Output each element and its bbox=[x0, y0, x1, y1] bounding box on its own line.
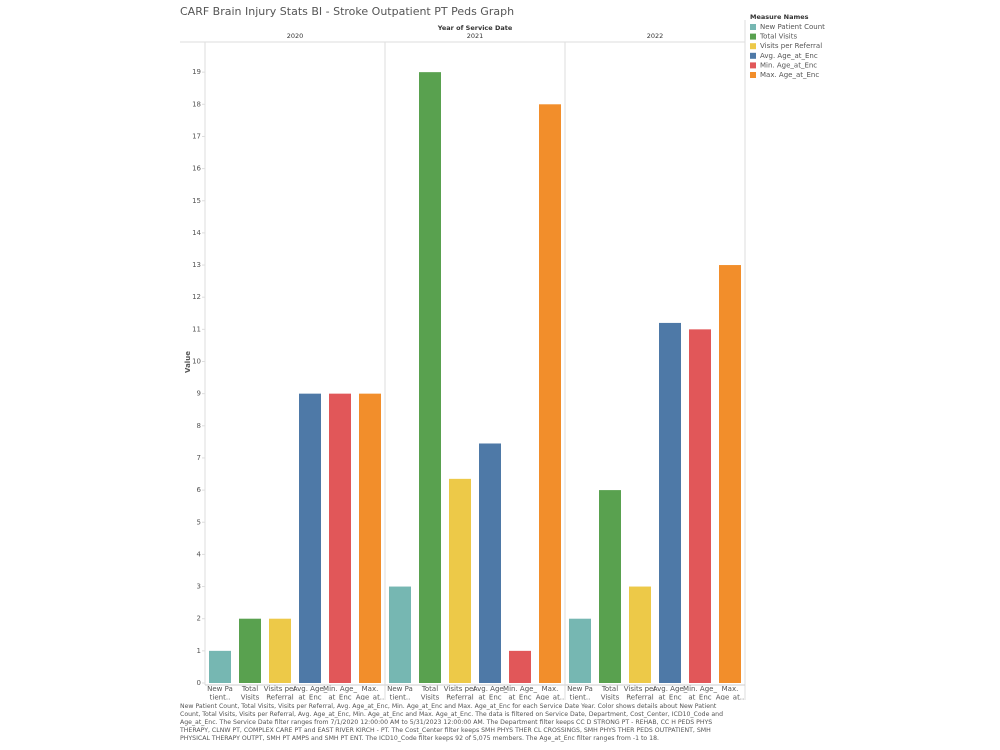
x-tick-label: Max. bbox=[722, 685, 739, 693]
column-label: 2020 bbox=[287, 32, 304, 40]
bar bbox=[659, 322, 681, 683]
bar bbox=[419, 72, 441, 683]
bar bbox=[389, 586, 411, 683]
x-tick-label: at_Enc bbox=[688, 694, 711, 701]
legend-label: New Patient Count bbox=[760, 23, 825, 31]
legend-title: Measure Names bbox=[750, 13, 809, 21]
legend-label: Min. Age_at_Enc bbox=[760, 61, 817, 69]
x-tick-label: tient.. bbox=[570, 694, 591, 701]
chart: CARF Brain Injury Stats BI - Stroke Outp… bbox=[180, 5, 825, 701]
legend-swatch bbox=[750, 24, 756, 30]
bar bbox=[689, 329, 711, 683]
x-tick-label: Visits per bbox=[264, 685, 297, 693]
legend-swatch bbox=[750, 43, 756, 50]
column-label: 2022 bbox=[647, 32, 664, 40]
y-tick-label: 2 bbox=[197, 615, 201, 623]
x-tick-label: tient.. bbox=[390, 694, 411, 701]
x-tick-label: at_Enc bbox=[298, 694, 321, 701]
x-tick-label: Visits bbox=[601, 694, 620, 701]
y-tick-label: 10 bbox=[192, 358, 201, 366]
x-tick-label: Referral bbox=[626, 694, 654, 701]
x-tick-label: Min. Age_ bbox=[323, 685, 357, 693]
bar bbox=[239, 618, 261, 683]
bar bbox=[629, 586, 651, 683]
legend-swatch bbox=[750, 52, 756, 59]
x-tick-label: New Pa bbox=[567, 685, 593, 693]
bar bbox=[209, 650, 231, 683]
x-tick-label: Referral bbox=[446, 694, 474, 701]
x-tick-label: Avg. Age_ bbox=[653, 685, 688, 693]
bar bbox=[479, 443, 501, 683]
y-tick-label: 7 bbox=[197, 454, 201, 462]
x-tick-label: Age_at.. bbox=[356, 694, 385, 701]
legend-swatch bbox=[750, 62, 756, 69]
y-tick-label: 0 bbox=[197, 679, 201, 687]
legend-label: Avg. Age_at_Enc bbox=[760, 52, 818, 60]
chart-title: CARF Brain Injury Stats BI - Stroke Outp… bbox=[180, 5, 514, 18]
x-tick-label: Visits bbox=[241, 694, 260, 701]
legend-label: Total Visits bbox=[759, 33, 797, 41]
bar bbox=[449, 478, 471, 683]
x-tick-label: at_Enc bbox=[658, 694, 681, 701]
y-tick-label: 9 bbox=[197, 390, 201, 398]
y-tick-label: 11 bbox=[192, 325, 201, 333]
y-tick-label: 15 bbox=[192, 197, 201, 205]
legend-swatch bbox=[750, 72, 756, 78]
x-tick-label: Avg. Age_ bbox=[293, 685, 328, 693]
x-tick-label: at_Enc bbox=[478, 694, 501, 701]
y-axis-title: Value bbox=[184, 351, 192, 373]
x-tick-label: Min. Age_ bbox=[503, 685, 537, 693]
column-label: 2021 bbox=[467, 32, 484, 40]
x-tick-label: Referral bbox=[266, 694, 294, 701]
x-tick-label: at_Enc bbox=[508, 694, 531, 701]
x-tick-label: Visits per bbox=[444, 685, 477, 693]
bar bbox=[359, 393, 381, 683]
x-tick-label: Min. Age_ bbox=[683, 685, 717, 693]
x-tick-label: Age_at.. bbox=[536, 694, 565, 701]
x-tick-label: New Pa bbox=[387, 685, 413, 693]
legend-label: Visits per Referral bbox=[760, 42, 822, 50]
column-header: Year of Service Date bbox=[437, 24, 513, 32]
x-tick-label: Max. bbox=[542, 685, 559, 693]
bar bbox=[269, 618, 291, 683]
bar bbox=[719, 265, 741, 683]
y-tick-label: 17 bbox=[192, 132, 201, 140]
y-tick-label: 19 bbox=[192, 68, 201, 76]
y-tick-label: 14 bbox=[192, 229, 201, 237]
x-tick-label: at_Enc bbox=[328, 694, 351, 701]
legend-swatch bbox=[750, 33, 756, 40]
bar bbox=[509, 650, 531, 683]
bar bbox=[569, 618, 591, 683]
caption: New Patient Count, Total Visits, Visits … bbox=[180, 703, 723, 742]
y-tick-label: 1 bbox=[197, 647, 201, 655]
x-tick-label: Total bbox=[601, 685, 618, 693]
bar bbox=[329, 393, 351, 683]
x-tick-label: tient.. bbox=[210, 694, 231, 701]
y-tick-label: 8 bbox=[197, 422, 201, 430]
legend-label: Max. Age_at_Enc bbox=[760, 71, 819, 79]
y-tick-label: 18 bbox=[192, 100, 201, 108]
y-tick-label: 12 bbox=[192, 293, 201, 301]
y-tick-label: 16 bbox=[192, 165, 201, 173]
x-tick-label: Max. bbox=[362, 685, 379, 693]
y-tick-label: 6 bbox=[197, 486, 202, 494]
bar bbox=[539, 104, 561, 684]
x-tick-label: Visits per bbox=[624, 685, 657, 693]
bar bbox=[299, 393, 321, 683]
y-tick-label: 3 bbox=[197, 583, 201, 591]
x-tick-label: Age_at.. bbox=[716, 694, 745, 701]
y-tick-label: 13 bbox=[192, 261, 201, 269]
x-tick-label: Total bbox=[241, 685, 258, 693]
x-tick-label: Total bbox=[421, 685, 438, 693]
x-tick-label: Visits bbox=[421, 694, 440, 701]
y-tick-label: 5 bbox=[197, 518, 201, 526]
x-tick-label: Avg. Age_ bbox=[473, 685, 508, 693]
bar bbox=[599, 490, 621, 683]
y-tick-label: 4 bbox=[197, 550, 202, 558]
x-tick-label: New Pa bbox=[207, 685, 233, 693]
